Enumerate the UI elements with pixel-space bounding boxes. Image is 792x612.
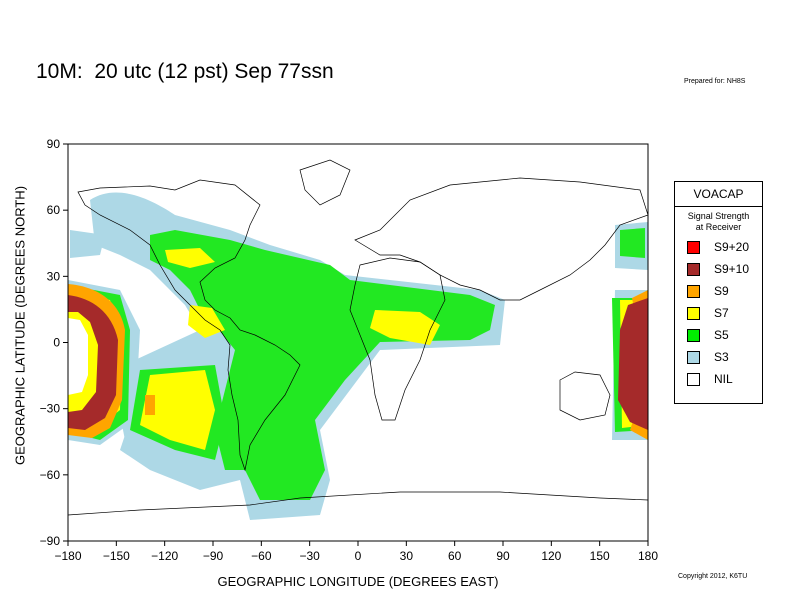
y-tick-label: −90 <box>40 534 61 548</box>
y-tick-label: −60 <box>40 468 61 482</box>
legend-label: S9 <box>714 284 729 298</box>
x-axis-label: GEOGRAPHIC LONGITUDE (DEGREES EAST) <box>217 574 499 589</box>
prepared-for-text: Prepared for: NH8S <box>684 78 746 85</box>
y-tick-label: 90 <box>47 137 61 151</box>
s9p10-region <box>68 295 648 430</box>
axis-ticks: −180 −150 −120 −90 −60 −30 0 30 60 90 120 150 180 90 6… <box>40 137 659 563</box>
signal-legend: VOACAP Signal Strength at Receiver S9+20… <box>674 181 763 404</box>
legend-swatch <box>687 350 700 364</box>
legend-item: NIL <box>687 371 733 387</box>
y-tick-label: −30 <box>40 402 61 416</box>
legend-item: S9+10 <box>687 261 749 277</box>
legend-label: S9+20 <box>714 240 750 254</box>
y-tick-label: 30 <box>47 269 61 283</box>
x-tick-label: 150 <box>590 549 610 563</box>
legend-label: S3 <box>714 350 729 364</box>
legend-subtitle-line2: at Receiver <box>695 222 742 232</box>
legend-label: S7 <box>714 306 729 320</box>
coverage-regions <box>68 159 648 520</box>
x-tick-label: −180 <box>54 549 81 563</box>
legend-swatch <box>687 372 700 386</box>
coastlines <box>68 159 648 516</box>
legend-item: S5 <box>687 327 729 343</box>
legend-swatch <box>687 240 700 254</box>
x-tick-label: 60 <box>448 549 462 563</box>
x-tick-label: −150 <box>103 549 130 563</box>
y-tick-label: 60 <box>47 203 61 217</box>
x-tick-label: 30 <box>400 549 414 563</box>
legend-subtitle: Signal Strength at Receiver <box>675 211 762 233</box>
legend-label: S5 <box>714 328 729 342</box>
legend-label: S9+10 <box>714 262 750 276</box>
x-tick-label: −120 <box>151 549 178 563</box>
x-tick-label: 0 <box>355 549 362 563</box>
x-tick-label: −60 <box>251 549 272 563</box>
legend-swatch <box>687 262 700 276</box>
legend-swatch <box>687 306 700 320</box>
legend-title: VOACAP <box>675 182 762 207</box>
y-tick-label: 0 <box>53 336 60 350</box>
x-tick-label: 120 <box>541 549 561 563</box>
map-title: 10M: 20 utc (12 pst) Sep 77ssn <box>36 60 334 83</box>
legend-item: S9 <box>687 283 729 299</box>
legend-item: S9+20 <box>687 239 749 255</box>
legend-subtitle-line1: Signal Strength <box>687 211 750 221</box>
x-tick-label: 180 <box>638 549 658 563</box>
x-tick-label: −30 <box>299 549 320 563</box>
x-tick-label: −90 <box>203 549 224 563</box>
copyright-text: Copyright 2012, K6TU <box>678 573 748 580</box>
legend-item: S7 <box>687 305 729 321</box>
y-axis-label: GEOGRAPHIC LATITUDE (DEGREES NORTH) <box>12 185 28 466</box>
legend-label: NIL <box>714 372 733 386</box>
legend-swatch <box>687 284 700 298</box>
legend-item: S3 <box>687 349 729 365</box>
legend-swatch <box>687 328 700 342</box>
x-tick-label: 90 <box>496 549 510 563</box>
